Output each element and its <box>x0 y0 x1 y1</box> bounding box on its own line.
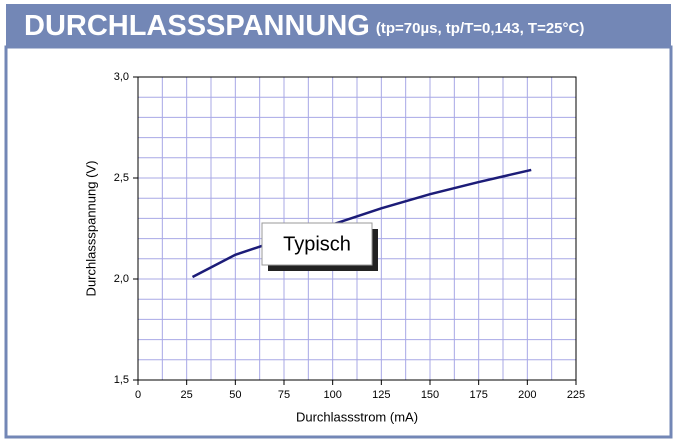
y-tick-label: 2,5 <box>114 172 129 184</box>
x-tick-label: 125 <box>372 389 390 401</box>
x-tick-label: 25 <box>181 389 193 401</box>
x-tick-label: 150 <box>421 389 439 401</box>
y-tick-label: 2,0 <box>114 273 129 285</box>
x-axis-label: Durchlassstrom (mA) <box>296 409 418 424</box>
annotation-box <box>261 222 373 266</box>
x-tick-label: 175 <box>469 389 487 401</box>
plot-border <box>137 76 577 381</box>
x-tick-label: 50 <box>229 389 241 401</box>
x-tick-label: 225 <box>567 389 585 401</box>
data-line <box>191 168 532 279</box>
frame <box>4 45 673 439</box>
annotation: Typisch <box>283 233 351 255</box>
y-axis-label: Durchlassspannung (V) <box>83 161 98 297</box>
x-tick-label: 0 <box>135 389 141 401</box>
x-tick-label: 100 <box>323 389 341 401</box>
x-tick-label: 75 <box>278 389 290 401</box>
y-tick-label: 1,5 <box>114 374 129 386</box>
chart-title: DURCHLASSSPANNUNG (tp=70µs, tp/T=0,143, T… <box>24 10 584 42</box>
y-tick-label: 3,0 <box>114 71 129 83</box>
header-bar <box>6 4 671 47</box>
x-tick-label: 200 <box>518 389 536 401</box>
